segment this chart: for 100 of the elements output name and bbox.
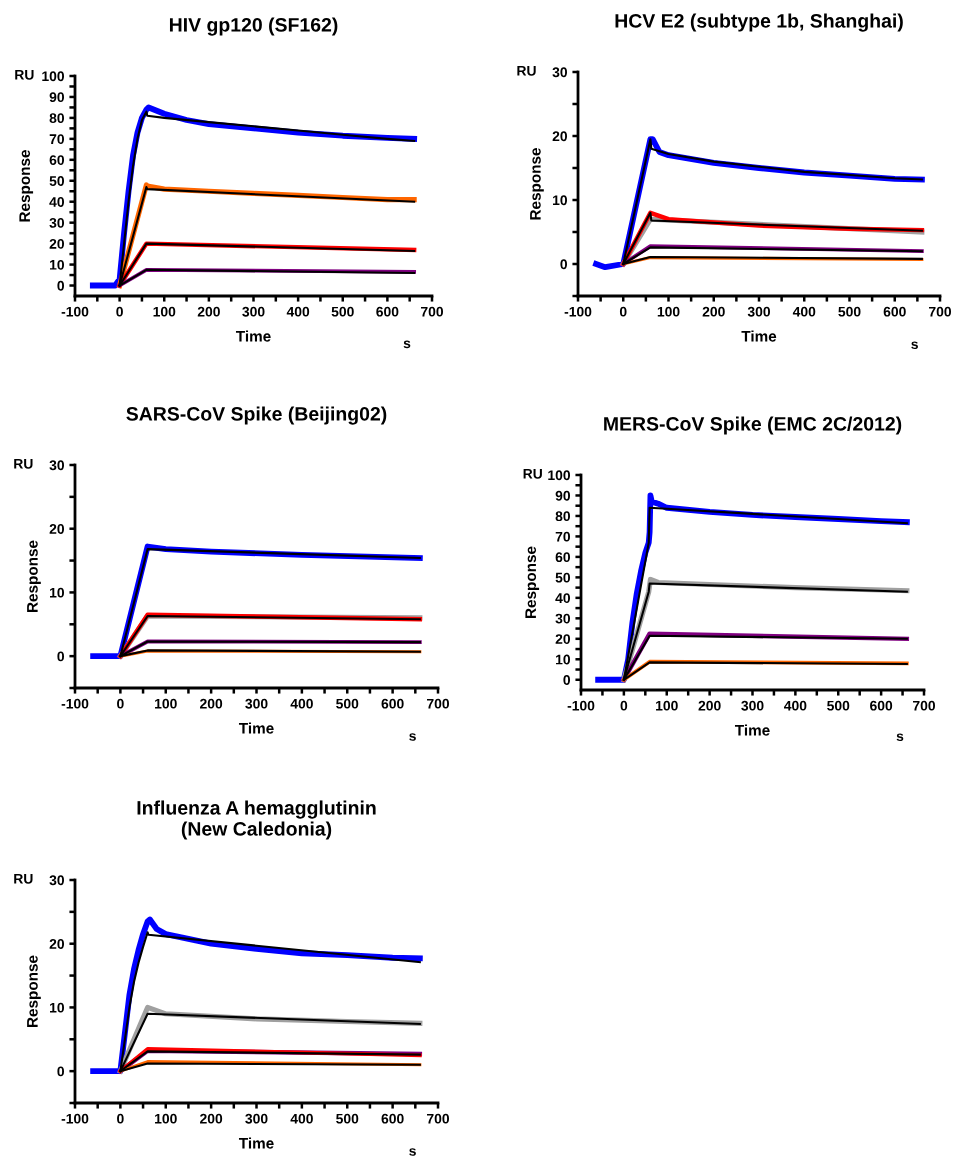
y-tick-label: 100	[42, 71, 65, 82]
x-axis-title: Time	[235, 330, 271, 342]
y-tick-label: 30	[552, 67, 568, 78]
x-tick-label: 600	[883, 306, 906, 317]
y-tick-label: 10	[50, 259, 65, 270]
x-axis-title: Time	[734, 724, 770, 736]
y-tick-label: 60	[555, 552, 571, 563]
x-axis-title: Time	[741, 330, 777, 342]
x-tick-label: 0	[117, 698, 124, 709]
y-tick-label: 10	[50, 587, 65, 598]
y-axis-title: Response	[525, 546, 540, 618]
x-tick-label: 600	[381, 1113, 404, 1124]
x-axis-title: Time	[238, 722, 274, 734]
y-axis-title: Response	[530, 148, 544, 220]
x-tick-label: 0	[619, 306, 627, 317]
x-tick-label: 100	[155, 1113, 177, 1124]
x-tick-label: 400	[792, 306, 816, 317]
text: s	[896, 733, 904, 742]
x-tick-label: -100	[567, 700, 595, 711]
y-tick-label: 10	[50, 1002, 65, 1013]
x-tick-label: 100	[657, 306, 680, 317]
y-axis-title: Response	[27, 540, 41, 612]
x-tick-label: 400	[784, 700, 807, 711]
x-tick-label: -100	[61, 1113, 89, 1124]
y-tick-label: 70	[555, 531, 571, 542]
y-tick-label: 30	[49, 460, 65, 471]
y-tick-label: 40	[555, 593, 571, 604]
x-tick-label: 500	[827, 700, 850, 711]
y-tick-label: 20	[49, 939, 65, 949]
text: RU	[14, 459, 33, 469]
text: s	[409, 733, 416, 741]
y-tick-label: 10	[553, 195, 568, 206]
chart-title: Influenza A hemagglutinin (New Caledonia)	[137, 800, 376, 840]
x-tick-label: 400	[290, 1113, 313, 1124]
x-tick-label: 300	[242, 306, 265, 317]
x-tick-label: 100	[656, 700, 678, 711]
x-tick-label: 0	[620, 700, 628, 711]
chart-title: HCV E2 (subtype 1b, Shanghai)	[615, 13, 903, 32]
x-tick-label: 700	[427, 1113, 450, 1124]
text: RU	[15, 70, 34, 80]
y-tick-label: 90	[49, 92, 65, 103]
chart-title: SARS-CoV Spike (Beijing02)	[126, 406, 387, 425]
y-tick-label: 30	[555, 613, 571, 624]
y-tick-label: 30	[49, 875, 65, 886]
x-tick-label: 200	[698, 700, 721, 711]
x-tick-label: 600	[381, 698, 404, 709]
text: RU	[523, 469, 542, 479]
x-tick-label: 300	[245, 698, 268, 709]
y-tick-label: 70	[49, 134, 65, 145]
y-axis-title: Response	[27, 955, 41, 1027]
y-tick-label: 20	[49, 238, 65, 249]
y-tick-label: 50	[49, 176, 65, 186]
y-tick-label: 0	[57, 1066, 65, 1077]
x-tick-label: 600	[376, 306, 399, 317]
x-tick-label: 400	[290, 698, 313, 709]
y-tick-label: 0	[563, 675, 571, 685]
y-tick-label: 100	[548, 470, 571, 481]
x-tick-label: 300	[741, 700, 764, 711]
y-tick-label: 20	[49, 524, 65, 534]
x-tick-label: 700	[929, 306, 952, 317]
x-tick-label: 300	[747, 306, 771, 317]
x-tick-label: 700	[427, 698, 450, 709]
x-tick-label: 400	[286, 306, 310, 317]
x-tick-label: 200	[197, 306, 220, 317]
y-tick-label: 50	[555, 572, 571, 583]
x-tick-label: -100	[61, 306, 89, 317]
text: s	[403, 340, 411, 349]
y-tick-label: 10	[556, 654, 571, 665]
x-tick-label: 0	[116, 306, 123, 317]
x-tick-label: 100	[155, 698, 177, 709]
y-tick-label: 0	[57, 280, 65, 291]
x-tick-label: 100	[153, 306, 176, 317]
y-tick-label: 80	[555, 511, 571, 522]
chart-title: MERS-CoV Spike (EMC 2C/2012)	[604, 416, 902, 435]
x-tick-label: -100	[61, 698, 89, 709]
x-tick-label: 500	[336, 1113, 359, 1124]
x-tick-label: -100	[564, 306, 592, 317]
x-tick-label: 200	[200, 698, 223, 709]
x-tick-label: 200	[702, 306, 725, 317]
y-tick-label: 80	[49, 113, 65, 124]
text: RU	[517, 66, 536, 76]
x-tick-label: 300	[245, 1113, 268, 1124]
x-axis-title: Time	[238, 1137, 274, 1149]
x-tick-label: 200	[200, 1113, 223, 1124]
y-tick-label: 20	[552, 131, 568, 142]
y-tick-label: 60	[49, 155, 65, 165]
text: s	[911, 341, 918, 350]
y-tick-label: 30	[49, 218, 65, 228]
y-tick-label: 40	[49, 197, 65, 207]
x-tick-label: 600	[870, 700, 893, 711]
y-axis-title: Response	[19, 150, 34, 222]
x-tick-label: 700	[913, 700, 936, 711]
text: s	[409, 1148, 416, 1156]
text: RU	[14, 874, 33, 884]
y-tick-label: 90	[555, 490, 571, 501]
x-tick-label: 500	[838, 306, 861, 317]
x-tick-label: 700	[421, 306, 444, 317]
y-tick-label: 20	[555, 634, 571, 644]
x-tick-label: 500	[336, 698, 359, 709]
y-tick-label: 0	[57, 651, 65, 662]
